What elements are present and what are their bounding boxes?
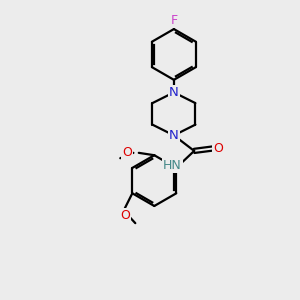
Text: F: F xyxy=(170,14,178,27)
Text: O: O xyxy=(122,146,132,159)
Text: O: O xyxy=(120,209,130,222)
Text: O: O xyxy=(213,142,223,155)
Text: N: N xyxy=(169,86,179,99)
Text: HN: HN xyxy=(163,159,182,172)
Text: N: N xyxy=(169,129,179,142)
